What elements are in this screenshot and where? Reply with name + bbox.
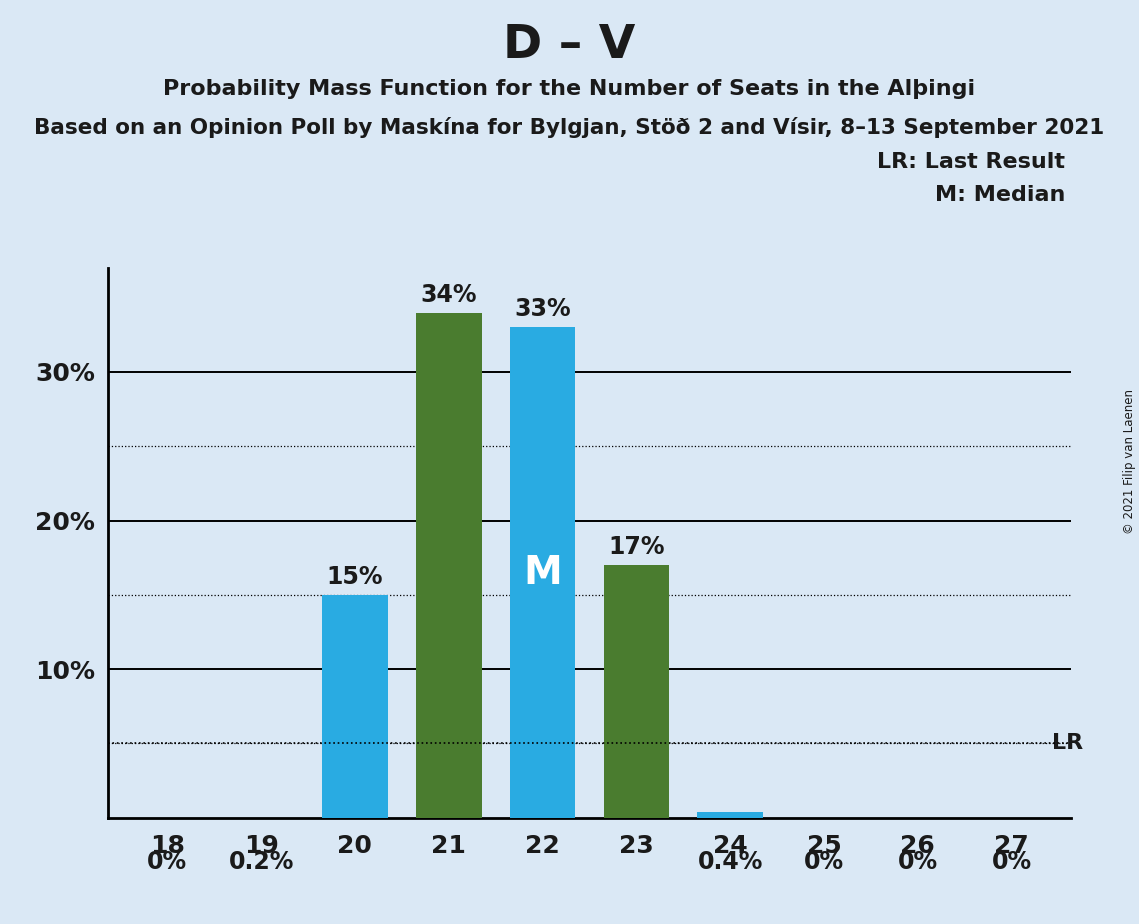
Text: 0%: 0% [991,850,1032,874]
Text: M: Median: M: Median [935,185,1065,205]
Text: 15%: 15% [327,565,383,589]
Bar [697,812,763,818]
Text: 17%: 17% [608,535,664,559]
Text: 0%: 0% [147,850,188,874]
Text: Probability Mass Function for the Number of Seats in the Alþingi: Probability Mass Function for the Number… [163,79,976,99]
Text: 33%: 33% [514,298,571,322]
Text: LR: Last Result: LR: Last Result [877,152,1065,173]
Text: 0%: 0% [898,850,937,874]
Bar [322,595,387,818]
Bar [509,327,575,818]
Text: 34%: 34% [420,283,477,307]
Bar [416,312,482,818]
Text: 0%: 0% [804,850,844,874]
Text: D – V: D – V [503,23,636,68]
Text: © 2021 Filip van Laenen: © 2021 Filip van Laenen [1123,390,1137,534]
Bar [604,565,670,818]
Text: 0.2%: 0.2% [229,850,294,874]
Text: 0.4%: 0.4% [697,850,763,874]
Text: Based on an Opinion Poll by Maskína for Bylgjan, Stöð 2 and Vísir, 8–13 Septembe: Based on an Opinion Poll by Maskína for … [34,117,1105,139]
Text: LR: LR [1052,734,1083,753]
Text: M: M [523,553,562,591]
